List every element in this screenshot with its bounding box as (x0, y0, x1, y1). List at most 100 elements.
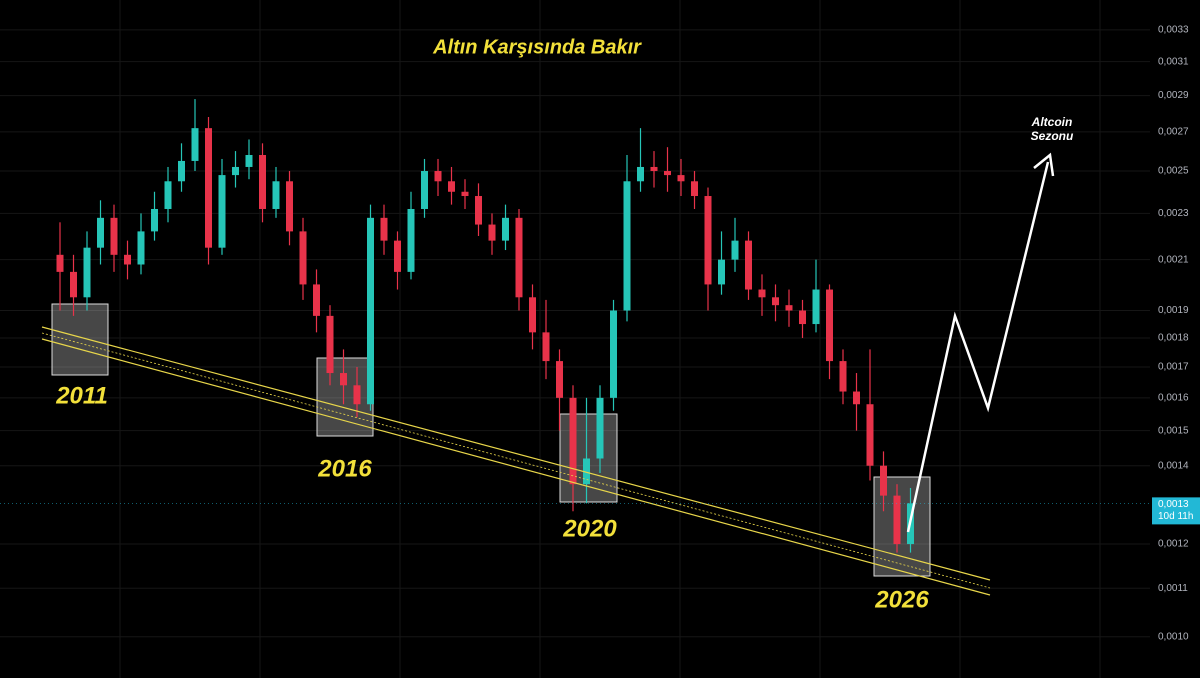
candle-body (745, 240, 752, 290)
box (51, 303, 109, 376)
candle-body (758, 289, 766, 298)
y-tick-label: 0,0017 (1158, 362, 1189, 373)
candle-body (718, 259, 725, 285)
candle-body (826, 289, 833, 362)
box (559, 413, 618, 503)
candle-body (839, 361, 847, 392)
candle-body (151, 208, 158, 232)
countdown-label: 10d 11h (1158, 511, 1193, 522)
projection-arrow (906, 152, 1055, 533)
candle-body (83, 247, 91, 298)
arrow-label: Sezonu (1031, 129, 1074, 143)
year-label: 2011 (55, 382, 108, 409)
candle-body (556, 361, 563, 398)
candle-body (772, 297, 779, 306)
candle-body (299, 231, 307, 285)
year-label: 2016 (317, 455, 372, 482)
candle-body (502, 217, 509, 241)
candles (56, 99, 914, 553)
candle-body (394, 240, 401, 272)
trend-line (41, 338, 991, 596)
y-tick-label: 0,0023 (1158, 208, 1189, 219)
candle-body (461, 191, 469, 197)
year-label: 2026 (874, 586, 929, 613)
candle-body (205, 128, 212, 248)
candle-body (313, 284, 320, 316)
y-tick-label: 0,0016 (1158, 392, 1189, 403)
candle-body (583, 458, 590, 485)
candle-body (731, 240, 739, 260)
candle-body (785, 305, 793, 311)
year-label: 2020 (562, 515, 617, 542)
candle-body (812, 289, 820, 325)
candle-body (272, 181, 280, 209)
y-tick-label: 0,0015 (1158, 425, 1189, 436)
y-tick-label: 0,0012 (1158, 539, 1189, 550)
candle-body (232, 166, 239, 176)
candle-body (407, 208, 415, 272)
y-tick-label: 0,0018 (1158, 333, 1189, 344)
trend-line (41, 326, 991, 581)
y-axis: 0,0010 0,0011 0,0012 0,0014 0,0015 0,0016 0,00… (0, 25, 1200, 642)
candle-body (596, 397, 604, 459)
candle-body (164, 181, 172, 209)
candle-body (110, 217, 118, 255)
candle-body (353, 385, 361, 405)
y-tick-label: 0,0011 (1158, 583, 1188, 594)
candle-body (664, 171, 671, 176)
candle-body (529, 297, 536, 333)
candle-body (853, 391, 860, 405)
candle-body (340, 373, 347, 386)
y-tick-label: 0,0010 (1158, 631, 1189, 642)
y-tick-label: 0,0029 (1158, 90, 1189, 101)
candle-body (191, 128, 199, 161)
candle-body (542, 332, 550, 362)
trend-channel (41, 326, 991, 596)
candle-body (866, 404, 874, 466)
candle-body (421, 171, 428, 209)
candle-body (326, 315, 334, 374)
box (316, 357, 374, 437)
y-tick-label: 0,0021 (1158, 254, 1189, 265)
arrow-head (1033, 152, 1055, 177)
y-tick-label: 0,0031 (1158, 56, 1189, 67)
chart-title: Altın Karşısında Bakır (432, 36, 642, 58)
highlight-boxes (51, 303, 931, 577)
candle-body (799, 310, 806, 325)
candle-body (448, 181, 455, 192)
candle-body (488, 224, 496, 241)
y-tick-label: 0,0025 (1158, 166, 1189, 177)
candle-body (569, 397, 577, 485)
current-price-label: 0,0013 (1158, 499, 1189, 510)
y-tick-label: 0,0027 (1158, 127, 1189, 138)
current-price-tag (1152, 497, 1200, 525)
candle-body (637, 166, 644, 182)
candle-body (434, 171, 442, 182)
arrow-label: Altcoin (1031, 115, 1073, 129)
candle-body (286, 181, 293, 232)
candle-body (218, 175, 226, 248)
candle-body (97, 217, 104, 248)
candle-body (124, 254, 131, 265)
candle-body (691, 181, 698, 197)
candle-body (56, 254, 64, 272)
candle-body (610, 310, 617, 398)
candle-body (137, 231, 145, 265)
candle-body (259, 155, 266, 209)
candle-body (880, 465, 887, 496)
candle-body (515, 217, 523, 298)
candle-body (677, 175, 685, 182)
candle-body (380, 217, 388, 241)
y-tick-label: 0,0019 (1158, 305, 1189, 316)
candle-body (893, 495, 901, 545)
candle-body (70, 271, 77, 298)
candle-body (178, 160, 185, 182)
y-tick-label: 0,0033 (1158, 25, 1189, 36)
arrow-path (906, 161, 1050, 533)
candle-body (623, 181, 631, 311)
candle-body (367, 217, 374, 405)
candle-body (245, 155, 253, 167)
y-tick-label: 0,0014 (1158, 460, 1189, 471)
